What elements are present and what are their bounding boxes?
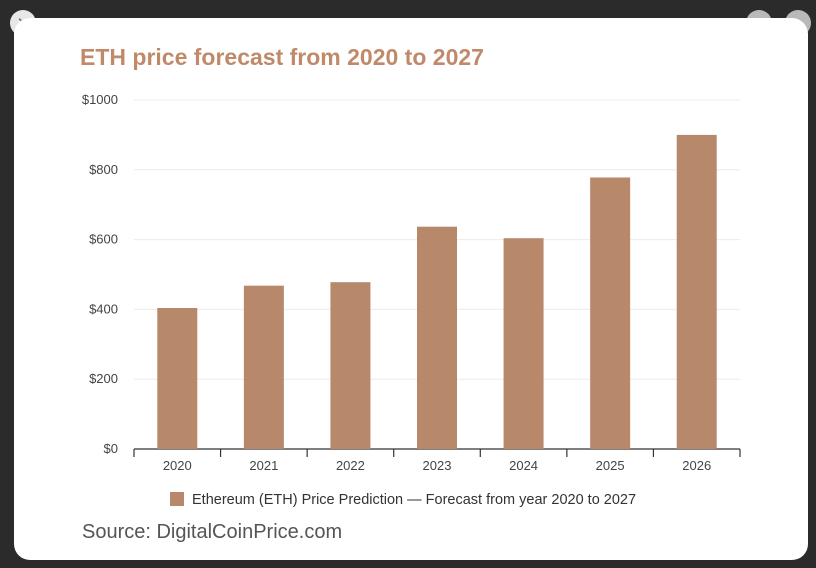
y-tick-label: $400: [89, 301, 118, 316]
x-tick-label: 2023: [423, 458, 452, 473]
y-tick-label: $200: [89, 371, 118, 386]
y-tick-label: $0: [104, 441, 118, 456]
chart-title: ETH price forecast from 2020 to 2027: [80, 44, 484, 70]
legend-swatch: [170, 492, 184, 506]
chart-card: ETH price forecast from 2020 to 2027 $0 $…: [14, 18, 808, 560]
bar-2026: [676, 134, 717, 449]
x-tick-label: 2020: [163, 458, 192, 473]
bar-2021: [243, 285, 284, 449]
y-tick-label: $1000: [82, 92, 118, 107]
y-tick-label: $600: [89, 232, 118, 247]
bar-2023: [417, 226, 457, 449]
x-tick-label: 2022: [336, 458, 365, 473]
bar-chart: $0 $200 $400 $600 $800 $1000 2020 2021 2022 2023 2…: [82, 92, 741, 508]
legend-label: Ethereum (ETH) Price Prediction — Foreca…: [192, 492, 636, 508]
source-caption: Source: DigitalCoinPrice.com: [82, 521, 343, 543]
x-tick-label: 2021: [249, 458, 278, 473]
bar-2024: [503, 238, 544, 449]
x-tick-label: 2026: [682, 458, 711, 473]
bar-2020: [157, 308, 198, 449]
x-tick-label: 2024: [509, 458, 538, 473]
bar-2025: [590, 177, 631, 449]
bar-2022: [330, 282, 371, 449]
x-tick-label: 2025: [596, 458, 625, 473]
y-tick-label: $800: [89, 162, 118, 177]
